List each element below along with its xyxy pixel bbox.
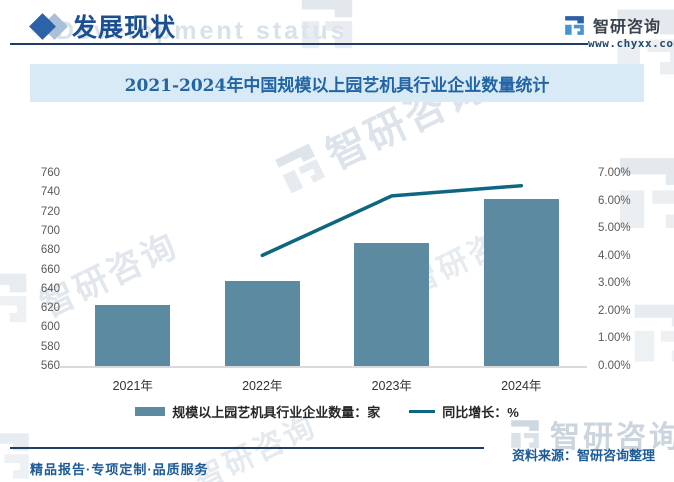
x-axis-line	[59, 366, 587, 368]
chart-title-band: 2021-2024年中国规模以上园艺机具行业企业数量统计	[30, 64, 644, 102]
axis-tick-label: 580	[40, 340, 60, 353]
legend-bar-label: 规模以上园艺机具行业企业数量：家	[172, 405, 381, 420]
bar-2022年	[224, 281, 300, 366]
brand-logo-icon	[563, 14, 586, 37]
source-text: 资料来源：智研咨询整理	[512, 448, 656, 463]
axis-tick-label: 720	[40, 205, 60, 218]
axis-tick-label: 600	[40, 321, 60, 334]
brand: 智研咨询	[563, 13, 661, 37]
x-axis-label-2024年: 2024年	[501, 379, 542, 393]
axis-tick-label: 1.00%	[598, 332, 631, 345]
bar-2023年	[354, 242, 430, 366]
x-axis-label-2021年: 2021年	[112, 379, 153, 393]
bar-2024年	[483, 199, 559, 366]
brand-name: 智研咨询	[593, 19, 662, 36]
growth-line-svg	[260, 183, 524, 258]
footer-rule	[10, 447, 484, 449]
header-rule	[10, 43, 588, 45]
axis-tick-label: 3.00%	[598, 277, 631, 290]
chart-title: 2021-2024年中国规模以上园艺机具行业企业数量统计	[124, 75, 550, 96]
axis-tick-label: 740	[40, 186, 60, 199]
y-axis-left: 560 580 600 620 640 660 680 700 720 740 760	[26, 0, 60, 482]
section-title: 发展现状	[72, 13, 177, 42]
axis-tick-label: 4.00%	[598, 249, 631, 262]
services-text: 精品报告·专项定制·品质服务	[30, 462, 209, 477]
axis-tick-label: 0.00%	[598, 360, 631, 372]
axis-tick-label: 5.00%	[598, 222, 631, 235]
axis-tick-label: 560	[40, 360, 60, 372]
axis-tick-label: 660	[40, 263, 60, 276]
legend-line-label: 同比增长：%	[442, 405, 519, 420]
axis-tick-label: 2.00%	[598, 304, 631, 317]
axis-tick-label: 640	[40, 282, 60, 295]
bar-2021年	[95, 305, 171, 366]
y-axis-right: 0.00% 1.00% 2.00% 3.00% 4.00% 5.00% 6.00% 7.00%	[598, 0, 650, 482]
x-axis-label-2023年: 2023年	[371, 379, 412, 393]
axis-tick-label: 620	[40, 302, 60, 315]
axis-tick-label: 7.00%	[598, 167, 631, 179]
header: 发展现状 智研咨询 www.chyxx.com	[0, 0, 674, 60]
plot-area	[68, 173, 586, 366]
x-axis-label-2022年: 2022年	[242, 379, 283, 393]
axis-tick-label: 700	[40, 224, 60, 237]
legend-bar-swatch	[135, 407, 166, 416]
diamond-icon	[29, 13, 74, 41]
axis-tick-label: 760	[40, 167, 60, 179]
brand-url-link[interactable]: www.chyxx.com	[588, 37, 674, 50]
axis-tick-label: 680	[40, 244, 60, 257]
growth-line	[260, 183, 524, 258]
axis-tick-label: 6.00%	[598, 194, 631, 207]
legend-line-swatch	[409, 409, 436, 414]
legend: 规模以上园艺机具行业企业数量：家 同比增长：%	[68, 402, 586, 421]
